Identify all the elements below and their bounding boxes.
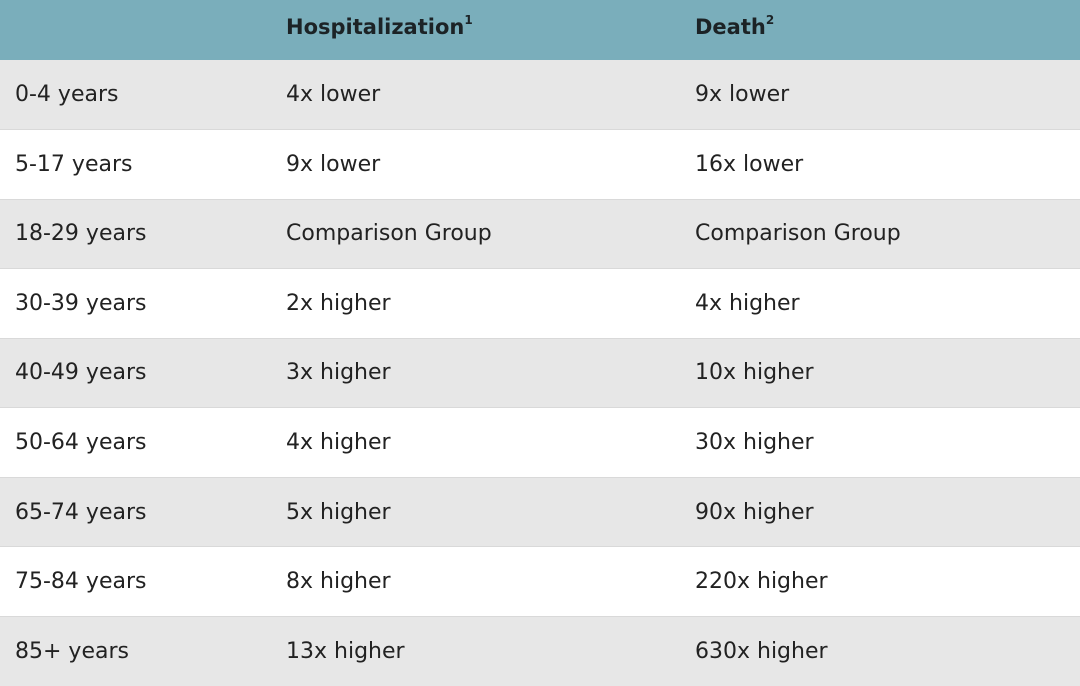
death-cell: 630x higher xyxy=(679,615,1080,686)
hospitalization-cell: 2x higher xyxy=(270,268,679,339)
hospitalization-cell: 8x higher xyxy=(270,546,679,617)
table-row: 85+ years 13x higher 630x higher xyxy=(0,615,1080,686)
header-hospitalization-cell: Hospitalization1 xyxy=(270,0,679,60)
death-cell: 16x lower xyxy=(679,129,1080,200)
death-cell: 10x higher xyxy=(679,337,1080,408)
age-group-cell: 40-49 years xyxy=(0,337,270,408)
death-cell: 9x lower xyxy=(695,82,790,108)
death-cell: 4x higher xyxy=(679,268,1080,339)
age-group-cell: 50-64 years xyxy=(0,407,270,478)
hospitalization-cell: 4x higher xyxy=(270,407,679,478)
table-header: Hospitalization1 Death2 xyxy=(0,0,1080,60)
header-age-cell xyxy=(0,0,270,60)
age-group-cell: 5-17 years xyxy=(0,129,270,200)
hospitalization-cell: 3x higher xyxy=(270,337,679,408)
death-cell: 30x higher xyxy=(679,407,1080,478)
table-row: 5-17 years 9x lower 16x lower xyxy=(0,129,1080,200)
table-row: 30-39 years 2x higher 4x higher xyxy=(0,268,1080,339)
age-group-cell: 85+ years xyxy=(0,615,270,686)
header-hospitalization-label: Hospitalization xyxy=(286,15,465,39)
age-group-cell: 65-74 years xyxy=(0,476,270,547)
header-row: Hospitalization1 Death2 xyxy=(0,0,1080,60)
header-death-label: Death xyxy=(695,15,766,39)
death-cell: 220x higher xyxy=(679,546,1080,617)
hospitalization-cell: 9x lower xyxy=(270,129,679,200)
hospitalization-cell: Comparison Group xyxy=(270,198,679,269)
table-row: 75-84 years 8x higher 220x higher xyxy=(0,546,1080,617)
table-row: 0-4 years 4x lower 9x lower xyxy=(0,60,1080,130)
table-body: 0-4 years 4x lower 9x lower 5-17 years 9… xyxy=(0,60,1080,686)
age-group-cell: 0-4 years xyxy=(15,82,119,108)
age-group-cell: 75-84 years xyxy=(0,546,270,617)
age-group-cell: 30-39 years xyxy=(0,268,270,339)
table-row: 18-29 years Comparison Group Comparison … xyxy=(0,198,1080,269)
footnote-marker-1: 1 xyxy=(464,13,473,27)
table-row: 65-74 years 5x higher 90x higher xyxy=(0,476,1080,547)
death-cell: 90x higher xyxy=(679,476,1080,547)
hospitalization-cell: 5x higher xyxy=(270,476,679,547)
death-cell: Comparison Group xyxy=(679,198,1080,269)
hospitalization-cell: 4x lower xyxy=(286,82,381,108)
table-row: 50-64 years 4x higher 30x higher xyxy=(0,407,1080,478)
age-group-cell: 18-29 years xyxy=(0,198,270,269)
hospitalization-cell: 13x higher xyxy=(270,615,679,686)
footnote-marker-2: 2 xyxy=(765,13,775,27)
table-row: 40-49 years 3x higher 10x higher xyxy=(0,337,1080,408)
header-death-cell: Death2 xyxy=(679,0,1080,60)
